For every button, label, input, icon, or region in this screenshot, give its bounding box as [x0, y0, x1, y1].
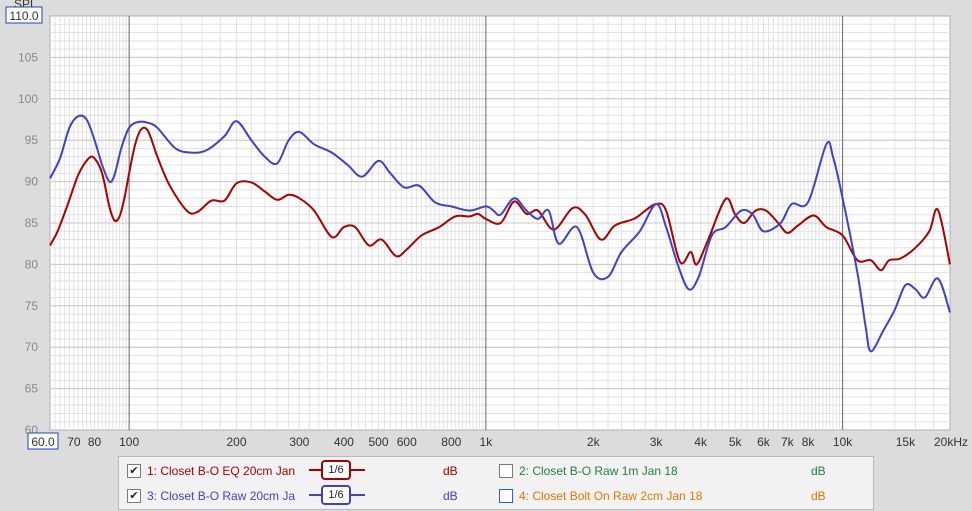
x-tick-label: 5k [729, 435, 743, 449]
x-tick-labels: 70 80 100 200 300 400 500 600 800 1k 2k 3k 4k 5k 6k 7k 8… [67, 435, 968, 449]
x-min-label: 60.0 [31, 435, 55, 449]
legend-item-3-smoothing[interactable]: 1/6 [321, 485, 351, 505]
y-tick-label: 95 [25, 133, 39, 147]
x-tick-label: 2k [587, 435, 601, 449]
legend-item-2-label: 2: Closet B-O Raw 1m Jan 18 [519, 464, 678, 478]
x-tick-label: 10k [833, 435, 853, 449]
legend-item-1-unit: dB [443, 464, 458, 478]
x-tick-label: 80 [88, 435, 102, 449]
y-axis-label: SPL [14, 0, 37, 11]
x-tick-label: 800 [441, 435, 461, 449]
grid [50, 16, 950, 430]
x-tick-label: 20kHz [934, 435, 968, 449]
legend-item-4-label: 4: Closet Bolt On Raw 2cm Jan 18 [519, 489, 703, 503]
legend-item-3-checkbox[interactable]: ✔ [127, 489, 141, 503]
y-tick-label: 85 [25, 216, 39, 230]
legend-item-3-label: 3: Closet B-O Raw 20cm Ja [147, 489, 296, 503]
x-tick-label: 4k [694, 435, 708, 449]
x-tick-label: 100 [119, 435, 139, 449]
series-group [49, 114, 951, 353]
y-tick-label: 90 [25, 175, 39, 189]
y-tick-label: 105 [18, 50, 38, 64]
y-tick-label: 100 [18, 92, 38, 106]
legend-item-1-label: 1: Closet B-O EQ 20cm Jan [147, 464, 296, 478]
x-tick-label: 400 [334, 435, 354, 449]
legend-row-1: ✔ 1: Closet B-O EQ 20cm Jan 1/6 dB 2: Cl… [119, 460, 873, 482]
legend-item-2-checkbox[interactable] [499, 464, 513, 478]
x-tick-label: 500 [368, 435, 388, 449]
legend-item-4-checkbox[interactable] [499, 489, 513, 503]
x-tick-label: 15k [896, 435, 916, 449]
legend-panel: ✔ 1: Closet B-O EQ 20cm Jan 1/6 dB 2: Cl… [118, 456, 874, 510]
x-tick-label: 1k [480, 435, 494, 449]
series-line-1[interactable] [49, 126, 951, 272]
y-tick-label: 75 [25, 299, 39, 313]
y-max-label: 110.0 [9, 9, 38, 23]
x-min-box[interactable] [27, 432, 59, 450]
x-tick-label: 8k [802, 435, 816, 449]
legend-item-4-unit: dB [811, 489, 826, 503]
x-tick-label: 70 [67, 435, 81, 449]
x-tick-label: 3k [650, 435, 664, 449]
legend-item-2-unit: dB [811, 464, 826, 478]
x-tick-label: 6k [757, 435, 771, 449]
legend-row-2: ✔ 3: Closet B-O Raw 20cm Ja 1/6 dB 4: Cl… [119, 485, 873, 507]
x-tick-label: 300 [289, 435, 309, 449]
series-line-2[interactable] [49, 114, 951, 353]
legend-item-3-unit: dB [443, 489, 458, 503]
y-max-box[interactable] [5, 6, 43, 24]
x-tick-label: 200 [227, 435, 247, 449]
x-tick-label: 600 [397, 435, 417, 449]
legend-item-1-checkbox[interactable]: ✔ [127, 464, 141, 478]
y-tick-label: 80 [25, 257, 39, 271]
x-tick-label: 7k [781, 435, 795, 449]
y-tick-label: 65 [25, 382, 39, 396]
legend-item-1-smoothing[interactable]: 1/6 [321, 460, 351, 480]
y-tick-label: 70 [25, 340, 39, 354]
